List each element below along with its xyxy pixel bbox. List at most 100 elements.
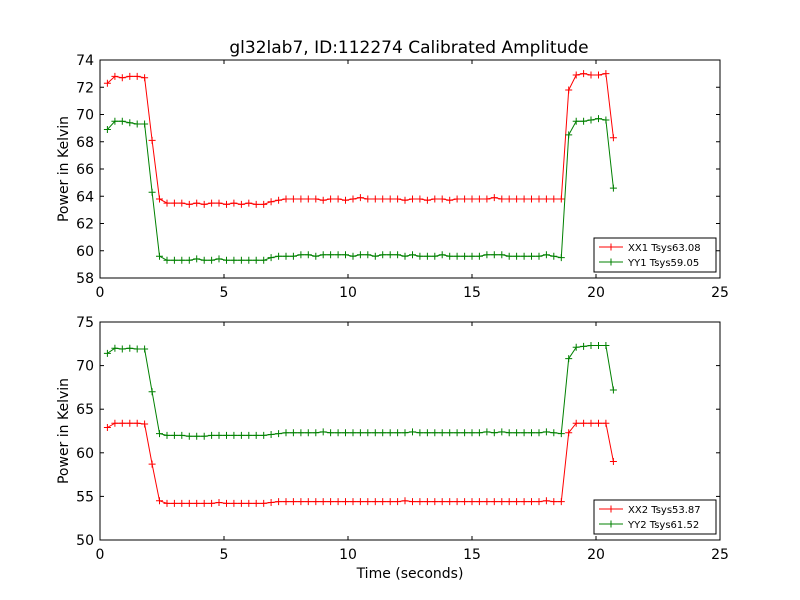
data-point (141, 120, 149, 128)
data-point (609, 458, 617, 465)
data-point (409, 251, 416, 259)
legend-box (593, 237, 717, 273)
data-point (580, 419, 588, 427)
x-tick-label: 10 (339, 547, 357, 563)
data-point (148, 188, 156, 196)
data-point (461, 498, 469, 506)
data-point (609, 386, 617, 394)
data-point (528, 498, 535, 506)
data-point (289, 429, 297, 437)
legend-marker (607, 505, 615, 513)
data-point (334, 429, 342, 437)
data-point (498, 428, 506, 436)
data-point (490, 498, 498, 506)
data-point (416, 429, 424, 437)
data-point (126, 72, 134, 80)
data-point (498, 251, 506, 259)
x-tick-label: 20 (587, 285, 605, 301)
data-point (602, 419, 610, 427)
data-point (319, 498, 327, 506)
data-point (178, 499, 186, 507)
data-point (557, 498, 565, 506)
y-tick-label: 70 (76, 108, 94, 124)
y-tick-label: 66 (76, 162, 94, 178)
data-point (520, 498, 528, 506)
data-point (483, 498, 491, 506)
data-point (304, 429, 312, 437)
y-tick-label: 65 (76, 402, 94, 418)
data-point (379, 195, 387, 203)
data-point (423, 498, 431, 506)
data-point (289, 498, 297, 506)
bottom-panel: 0 5 10 15 20 25 50 55 60 65 70 75 Power in Kelvin Tim… (56, 315, 729, 582)
data-point (379, 251, 387, 259)
data-point (438, 251, 446, 259)
data-point (170, 256, 178, 264)
data-point (364, 251, 372, 259)
data-point (595, 342, 602, 349)
data-point (431, 429, 439, 437)
data-point (416, 498, 424, 506)
y-tick-label: 62 (76, 217, 94, 233)
data-point (371, 195, 379, 203)
data-point (170, 431, 178, 439)
data-point (580, 117, 588, 125)
data-point (327, 498, 335, 506)
data-point (215, 199, 223, 207)
data-point (505, 429, 513, 437)
data-point (111, 117, 119, 125)
data-point (103, 79, 111, 87)
data-point (602, 342, 610, 349)
data-point (260, 200, 268, 208)
legend-label: XX2 Tsys53.87 (628, 505, 701, 516)
data-point (334, 195, 342, 203)
data-point (133, 120, 141, 128)
data-point (289, 195, 297, 203)
data-point (394, 429, 402, 437)
data-point (565, 355, 573, 363)
data-point (342, 251, 349, 259)
data-point (550, 498, 558, 506)
data-point (223, 431, 230, 439)
data-point (401, 196, 409, 204)
data-point (141, 345, 149, 353)
data-point (200, 499, 208, 507)
data-point (185, 200, 193, 208)
x-tick-label: 20 (587, 547, 605, 563)
data-point (535, 429, 543, 437)
data-point (446, 252, 454, 260)
data-point (275, 196, 283, 204)
data-point (103, 424, 111, 431)
data-point (163, 256, 171, 264)
data-point (557, 254, 565, 262)
data-point (334, 498, 342, 506)
data-point (535, 252, 543, 260)
data-point (550, 429, 558, 437)
data-point (260, 499, 268, 507)
data-point (208, 499, 216, 507)
data-point (572, 71, 580, 79)
data-point (319, 428, 327, 436)
data-point (185, 432, 193, 440)
top-panel: 0 5 10 15 20 25 58 60 62 64 66 68 70 72 74 Power in Kel… (56, 53, 729, 301)
data-point (334, 251, 342, 259)
data-point (468, 429, 476, 437)
data-point (185, 256, 193, 264)
data-point (364, 195, 372, 203)
data-point (349, 195, 357, 203)
data-point (156, 252, 163, 260)
data-point (267, 254, 275, 262)
legend-label: YY2 Tsys61.52 (627, 520, 699, 531)
data-point (111, 72, 119, 80)
data-point (118, 345, 126, 353)
data-point (163, 499, 171, 507)
data-point (156, 497, 163, 505)
data-point (490, 194, 498, 202)
data-point (282, 195, 290, 203)
data-point (297, 251, 305, 259)
x-tick-label: 5 (220, 285, 229, 301)
data-point (103, 126, 111, 133)
data-point (595, 419, 602, 427)
data-point (520, 429, 528, 437)
data-point (386, 498, 394, 506)
